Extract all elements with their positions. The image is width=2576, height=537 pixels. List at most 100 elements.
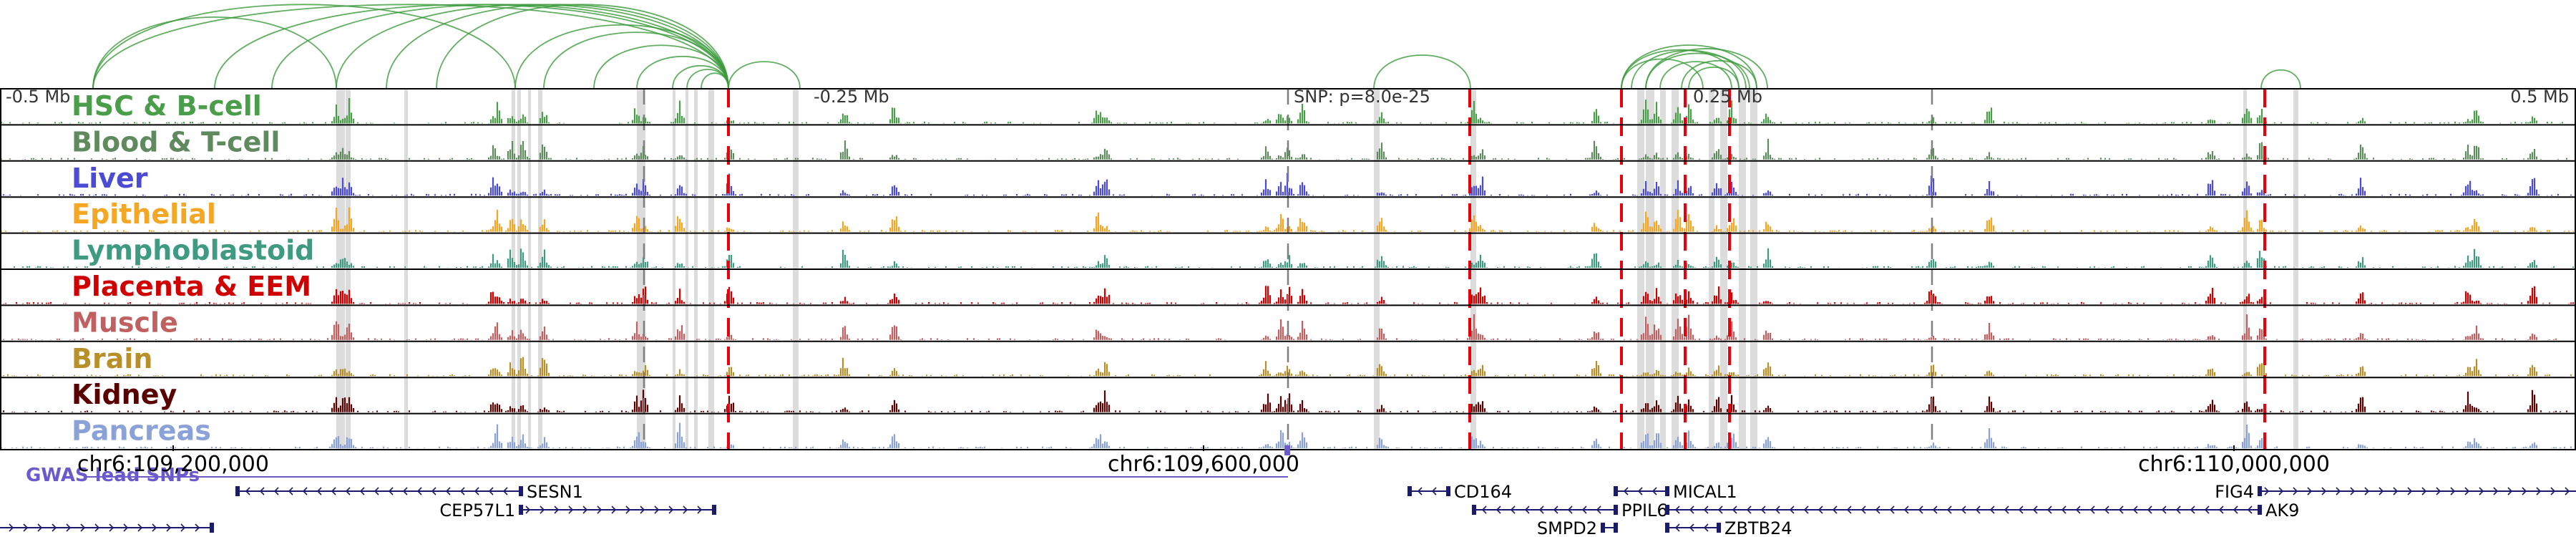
strand-arrow — [123, 523, 129, 532]
track-label: Liver — [72, 163, 148, 194]
strand-arrow — [1567, 505, 1573, 514]
loop-arc — [92, 4, 729, 90]
strand-arrow — [1989, 505, 1995, 514]
gene-label: CD164 — [1454, 482, 1512, 502]
strand-arrow — [180, 523, 186, 532]
strand-arrow — [302, 487, 308, 495]
strand-arrow — [540, 505, 545, 514]
strand-arrow — [554, 505, 560, 514]
strand-arrow — [2075, 505, 2081, 514]
strand-arrow — [1689, 505, 1694, 514]
loop-arc — [2260, 69, 2301, 90]
gene-label: FIG4 — [2215, 482, 2254, 502]
strand-arrow — [2278, 487, 2284, 495]
strand-arrow — [259, 487, 265, 495]
strand-arrow — [1789, 505, 1795, 514]
strand-arrow — [2264, 487, 2270, 495]
loop-arc — [1681, 60, 1757, 90]
loop-arc — [386, 4, 729, 90]
strand-arrow — [459, 487, 465, 495]
strand-arrow — [2018, 505, 2024, 514]
gene-exon — [519, 505, 523, 515]
strand-arrow — [625, 505, 631, 514]
strand-arrow — [1689, 523, 1694, 532]
strand-arrow — [137, 523, 143, 532]
gene-exon — [1665, 486, 1669, 496]
strand-arrow — [2364, 487, 2370, 495]
strand-arrow — [2393, 487, 2399, 495]
signal-8 — [2, 390, 2568, 412]
strand-arrow — [1431, 487, 1437, 495]
strand-arrow — [402, 487, 408, 495]
gene-exon — [1407, 486, 1412, 496]
strand-arrow — [2190, 505, 2195, 514]
gene-label: SMPD2 — [1537, 518, 1597, 537]
strand-arrow — [1875, 505, 1880, 514]
strand-arrow — [1674, 523, 1680, 532]
gwas-track-label: GWAS lead SNPs — [26, 465, 200, 486]
strand-arrow — [445, 487, 451, 495]
strand-arrow — [109, 523, 114, 532]
strand-arrow — [2536, 487, 2542, 495]
strand-arrow — [2247, 505, 2253, 514]
strand-arrow — [2147, 505, 2152, 514]
strand-arrow — [1818, 505, 1823, 514]
relative-axis-label: -0.5 Mb — [6, 87, 70, 107]
loop-arc — [1621, 44, 1757, 90]
gene-track: SESN1CEP57L1ARMC2CD164PPIL6SMPD2MICAL1ZB… — [0, 482, 2576, 537]
strand-arrow — [331, 487, 336, 495]
strand-arrow — [1775, 505, 1780, 514]
strand-arrow — [2336, 487, 2341, 495]
gene-exon — [1614, 486, 1618, 496]
track-label: Muscle — [72, 306, 178, 338]
loop-arc — [1688, 67, 1740, 90]
track-label: Blood & T-cell — [72, 126, 280, 158]
track-label: Kidney — [72, 379, 177, 410]
loop-arc — [1373, 54, 1471, 90]
strand-arrow — [94, 523, 100, 532]
strand-arrow — [1481, 505, 1487, 514]
relative-axis-label: 0.25 Mb — [1693, 87, 1762, 107]
track-labels: HSC & B-cell Blood & T-cell Liver Epithelia… — [72, 90, 314, 447]
strand-arrow — [1860, 505, 1866, 514]
loop-arc — [1659, 61, 1732, 90]
strand-arrow — [697, 505, 703, 514]
gene-exon — [1614, 523, 1618, 533]
relative-axis: SNP: p=8.0e-25 -0.5 Mb -0.25 Mb 0.25 Mb 0.5… — [6, 87, 2569, 107]
strand-arrow — [345, 487, 351, 495]
relative-axis-label: 0.5 Mb — [2510, 87, 2569, 107]
strand-arrow — [245, 487, 250, 495]
strand-arrow — [683, 505, 688, 514]
loop-arc — [1645, 48, 1768, 90]
strand-arrow — [1760, 505, 1766, 514]
strand-arrow — [1510, 505, 1516, 514]
strand-arrow — [288, 487, 293, 495]
strand-arrow — [195, 523, 200, 532]
strand-arrow — [2233, 505, 2238, 514]
gene-exon — [1614, 505, 1618, 515]
gene-label: PPIL6 — [1621, 500, 1668, 521]
strand-arrow — [582, 505, 588, 514]
strand-arrow — [1623, 487, 1629, 495]
loop-arc — [336, 4, 729, 90]
gene-exon — [1665, 505, 1669, 515]
gene-exon — [1601, 523, 1605, 533]
strand-arrow — [2464, 487, 2470, 495]
strand-arrow — [597, 505, 602, 514]
strand-arrow — [66, 523, 72, 532]
strand-arrow — [1596, 505, 1601, 514]
strand-arrow — [1496, 505, 1501, 514]
strand-arrow — [1903, 505, 1909, 514]
gene-exon — [210, 523, 214, 533]
gwas-snp-mark — [1284, 445, 1290, 455]
strand-arrow — [1846, 505, 1852, 514]
loop-arc — [271, 4, 729, 90]
strand-arrow — [1732, 505, 1737, 514]
gene-label: ZBTB24 — [1724, 518, 1792, 537]
strand-arrow — [668, 505, 674, 514]
strand-arrow — [2565, 487, 2570, 495]
strand-arrow — [2089, 505, 2095, 514]
loop-arc — [436, 4, 729, 90]
chromatin-loops — [92, 4, 2301, 90]
strand-arrow — [1975, 505, 1981, 514]
